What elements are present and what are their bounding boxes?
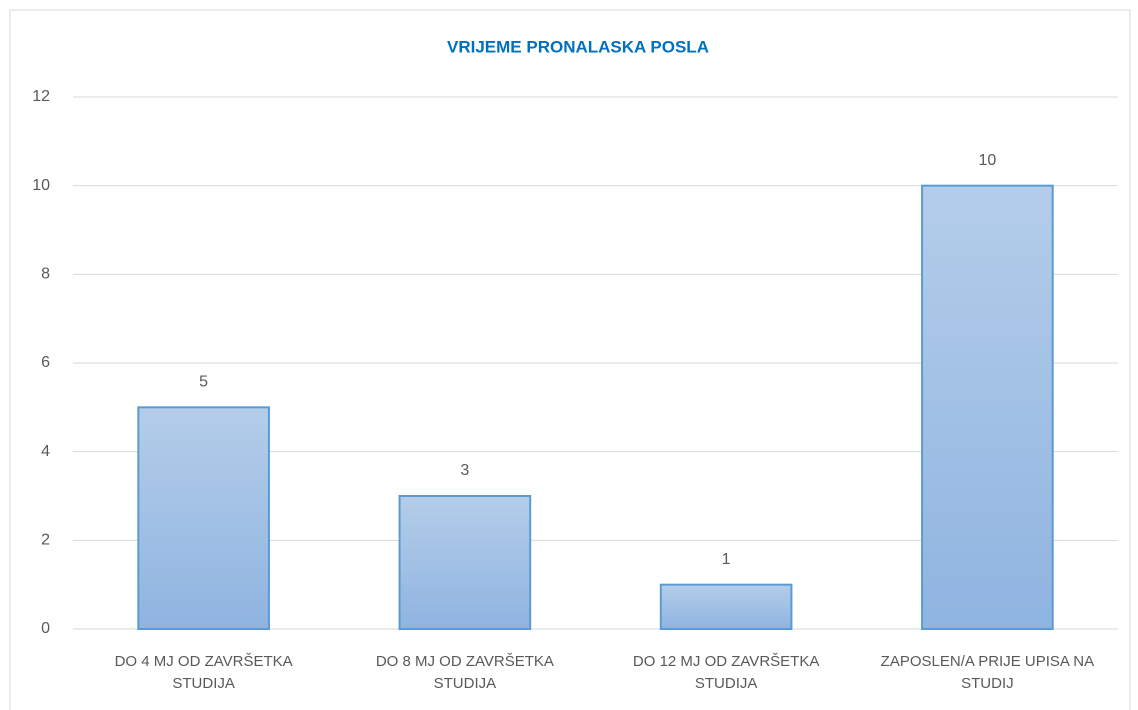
- data-label: 3: [460, 462, 469, 479]
- y-tick-label: 8: [41, 266, 50, 283]
- bar: [921, 184, 1054, 631]
- bar: [137, 406, 270, 631]
- x-tick-label: DO 12 MJ OD ZAVRŠETKA STUDIJA: [632, 653, 820, 692]
- data-label: 1: [722, 551, 731, 568]
- data-label: 10: [978, 152, 996, 169]
- x-tick-label: ZAPOSLEN/A PRIJE UPISA NA STUDIJ: [880, 653, 1095, 692]
- y-tick-label: 0: [41, 620, 50, 637]
- y-tick-label: 6: [41, 354, 50, 371]
- y-tick-label: 12: [32, 88, 50, 105]
- y-tick-label: 10: [32, 177, 50, 194]
- y-tick-label: 4: [41, 443, 50, 460]
- bar: [659, 583, 793, 631]
- x-tick-label: DO 4 MJ OD ZAVRŠETKA STUDIJA: [114, 653, 293, 692]
- chart-border: [9, 9, 1131, 710]
- x-tick-label: DO 8 MJ OD ZAVRŠETKA STUDIJA: [375, 653, 554, 692]
- data-label: 5: [199, 374, 208, 391]
- bar: [398, 495, 532, 630]
- y-tick-label: 2: [41, 532, 50, 549]
- chart-title: VRIJEME PRONALASKA POSLA: [447, 37, 709, 56]
